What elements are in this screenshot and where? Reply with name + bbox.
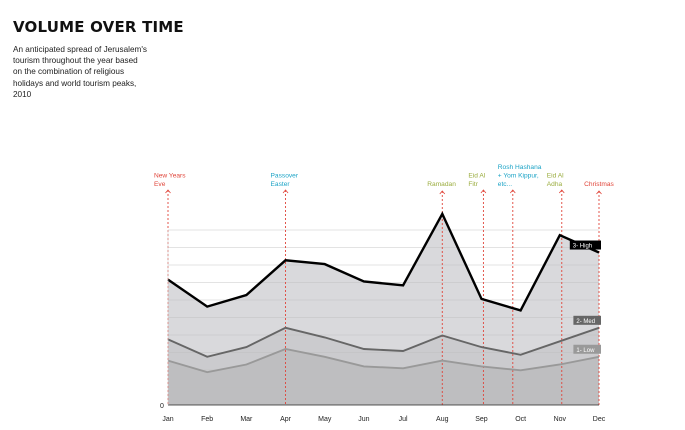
series-tag-label: 1- Low [576,348,595,354]
chart-subtitle: An anticipated spread of Jerusalem's tou… [13,45,148,99]
series-line [167,211,600,312]
series-lines [167,211,600,374]
annotation-arrow [558,189,565,194]
series-line [167,326,600,358]
x-tick-label: Dec [593,416,606,423]
chart-title: VOLUME OVER TIME [13,18,184,36]
annotation-label: Eid Al Fitr [468,173,485,189]
holiday-annotations: New Years Eve Passover Easter Ramadan Eid Al F… [154,164,615,405]
x-tick-label: Sep [475,416,488,423]
series-line [167,348,600,374]
series-tag-bg [569,240,601,250]
x-tick-label: Aug [436,416,449,423]
annotation-arrow [439,190,446,195]
gridlines [168,229,599,388]
x-tick-label: Jul [399,416,408,423]
annotation-arrow [596,190,602,195]
x-tick-label: Apr [280,416,292,423]
series-tag-label: 2- Med [576,319,595,325]
x-tick-label: May [318,416,332,423]
annotation-label: Ramadan [427,181,456,188]
series-labels: 3- High 2- Med 1- Low [569,240,601,354]
x-tick-label: Feb [201,416,213,423]
annotation-arrow [480,189,487,194]
area-fill [168,349,599,405]
series-tag-bg [573,344,601,354]
x-axis: 0 Jan Feb Mar Apr May Jun Jul Aug Sep Oct Nov Dec [160,230,606,423]
x-tick-label: Oct [515,416,526,423]
annotation-arrow [165,189,171,194]
annotation-label: Rosh Hashana + Yom Kippur, etc... [498,164,542,188]
annotation-arrow [282,189,289,194]
annotation-label: New Years Eve [154,173,186,189]
annotation-label: Passover Easter [271,173,299,189]
x-tick-label: Mar [240,416,253,423]
x-tick-label: Jan [162,416,173,423]
area-fills [168,213,599,405]
x-tick-label: Jun [358,416,369,423]
annotation-arrow [509,189,516,194]
y-zero-label: 0 [160,403,164,410]
series-tag-bg [573,315,601,325]
x-tick-label: Nov [554,416,567,423]
annotation-label: Christmas [584,181,614,188]
series-tag-label: 3- High [573,244,592,250]
annotation-label: Eid Al Adha [547,173,564,189]
